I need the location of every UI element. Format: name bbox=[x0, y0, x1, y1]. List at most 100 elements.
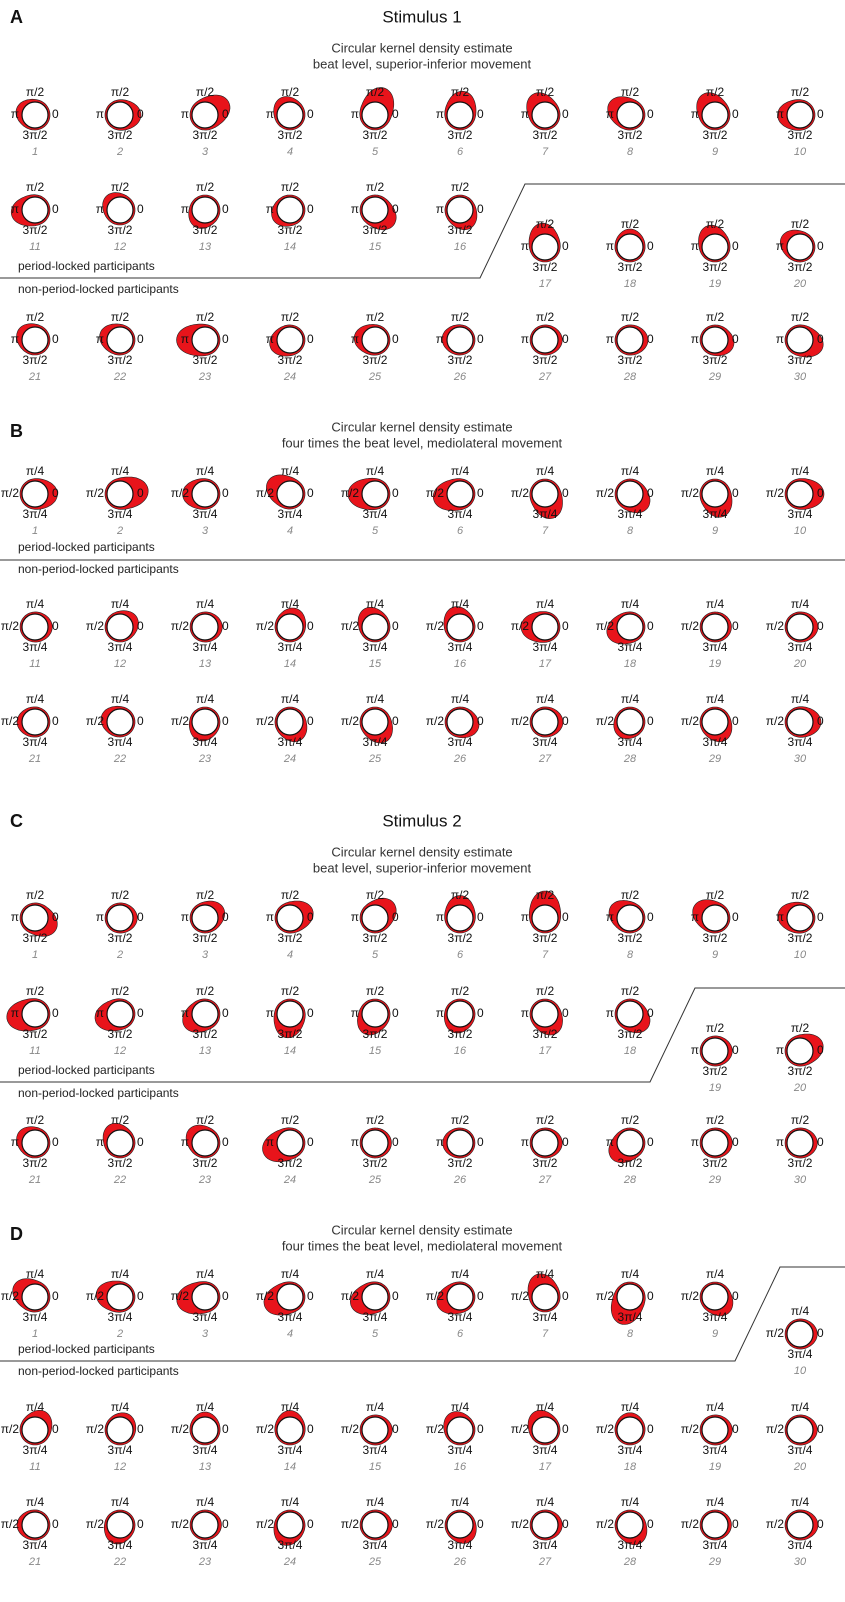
axis-label-bottom: 3π/4 bbox=[533, 507, 558, 521]
participant-number: 11 bbox=[29, 1461, 40, 1473]
unit-circle bbox=[531, 480, 559, 508]
axis-label-left: π/2 bbox=[596, 486, 615, 500]
unit-circle bbox=[191, 101, 219, 129]
participant-number: 22 bbox=[113, 1556, 126, 1568]
participant-number: 1 bbox=[32, 1328, 38, 1340]
axis-label-right: 0 bbox=[392, 332, 399, 346]
axis-label-top: π/2 bbox=[111, 180, 130, 194]
axis-label-top: π/4 bbox=[706, 692, 725, 706]
participant-number: 25 bbox=[368, 1174, 382, 1186]
axis-label-left: π bbox=[521, 910, 529, 924]
axis-label-bottom: 3π/4 bbox=[448, 507, 473, 521]
participant-number: 19 bbox=[709, 1082, 721, 1094]
unit-circle bbox=[446, 326, 474, 354]
axis-label-bottom: 3π/4 bbox=[278, 735, 303, 749]
participant-number: 10 bbox=[794, 146, 807, 158]
axis-label-bottom: 3π/4 bbox=[23, 735, 48, 749]
axis-label-bottom: 3π/4 bbox=[193, 1538, 218, 1552]
axis-label-top: π/2 bbox=[536, 888, 555, 902]
axis-label-left: π/2 bbox=[1, 1422, 20, 1436]
participant-number: 6 bbox=[457, 146, 464, 158]
unit-circle bbox=[276, 1000, 304, 1028]
axis-label-left: π/2 bbox=[1, 1289, 20, 1303]
unit-circle bbox=[191, 613, 219, 641]
axis-label-bottom: 3π/4 bbox=[448, 1538, 473, 1552]
unit-circle bbox=[191, 904, 219, 932]
participant-number: 23 bbox=[198, 1556, 212, 1568]
participant-number: 18 bbox=[624, 1461, 637, 1473]
unit-circle bbox=[701, 101, 729, 129]
participant-number: 24 bbox=[283, 1174, 296, 1186]
axis-label-bottom: 3π/2 bbox=[448, 353, 473, 367]
axis-label-bottom: 3π/4 bbox=[703, 1443, 728, 1457]
axis-label-left: π bbox=[691, 239, 699, 253]
axis-label-left: π bbox=[521, 332, 529, 346]
unit-circle bbox=[616, 613, 644, 641]
unit-circle bbox=[701, 326, 729, 354]
axis-label-top: π/4 bbox=[111, 1400, 130, 1414]
axis-label-right: 0 bbox=[222, 619, 229, 633]
axis-label-bottom: 3π/4 bbox=[703, 1310, 728, 1324]
axis-label-left: π bbox=[776, 107, 784, 121]
axis-label-left: π bbox=[436, 1006, 444, 1020]
participant-number: 8 bbox=[627, 949, 634, 961]
axis-label-top: π/4 bbox=[621, 1267, 640, 1281]
axis-label-right: 0 bbox=[137, 1422, 144, 1436]
axis-label-right: 0 bbox=[52, 1289, 59, 1303]
participant-number: 11 bbox=[29, 1045, 40, 1057]
axis-label-left: π/2 bbox=[341, 619, 360, 633]
axis-label-left: π/2 bbox=[426, 1289, 445, 1303]
axis-label-right: 0 bbox=[817, 486, 824, 500]
axis-label-bottom: 3π/2 bbox=[278, 223, 303, 237]
unit-circle bbox=[786, 233, 814, 261]
axis-label-bottom: 3π/2 bbox=[448, 128, 473, 142]
unit-circle bbox=[531, 233, 559, 261]
unit-circle bbox=[446, 1416, 474, 1444]
participant-number: 27 bbox=[538, 1556, 552, 1568]
axis-label-top: π/2 bbox=[26, 180, 45, 194]
axis-label-bottom: 3π/4 bbox=[108, 1443, 133, 1457]
axis-label-top: π/4 bbox=[26, 1267, 45, 1281]
group-separator bbox=[0, 183, 845, 279]
axis-label-top: π/2 bbox=[26, 1113, 45, 1127]
axis-label-left: π bbox=[521, 1135, 529, 1149]
axis-label-bottom: 3π/2 bbox=[193, 931, 218, 945]
participant-number: 20 bbox=[793, 1461, 807, 1473]
participant-number: 16 bbox=[454, 241, 467, 253]
participant-number: 15 bbox=[369, 1045, 382, 1057]
unit-circle bbox=[531, 1000, 559, 1028]
panel-letter: A bbox=[10, 7, 23, 27]
axis-label-right: 0 bbox=[562, 619, 569, 633]
axis-label-top: π/4 bbox=[536, 1495, 555, 1509]
participant-number: 4 bbox=[287, 1328, 293, 1340]
group-label: non-period-locked participants bbox=[18, 562, 179, 576]
participant-number: 17 bbox=[539, 1461, 552, 1473]
unit-circle bbox=[446, 196, 474, 224]
axis-label-right: 0 bbox=[52, 714, 59, 728]
axis-label-top: π/4 bbox=[791, 1400, 810, 1414]
participant-number: 18 bbox=[624, 1045, 637, 1057]
axis-label-right: 0 bbox=[477, 202, 484, 216]
axis-label-bottom: 3π/4 bbox=[788, 640, 813, 654]
axis-label-bottom: 3π/2 bbox=[788, 1156, 813, 1170]
participant-number: 7 bbox=[542, 949, 549, 961]
axis-label-bottom: 3π/4 bbox=[448, 735, 473, 749]
participant-number: 15 bbox=[369, 241, 382, 253]
axis-label-left: π/2 bbox=[511, 1289, 530, 1303]
axis-label-top: π/4 bbox=[791, 464, 810, 478]
panel-letter: B bbox=[10, 421, 23, 441]
axis-label-right: 0 bbox=[562, 910, 569, 924]
axis-label-top: π/2 bbox=[791, 1021, 810, 1035]
axis-label-top: π/2 bbox=[196, 1113, 215, 1127]
axis-label-left: π/2 bbox=[1, 486, 20, 500]
axis-label-top: π/4 bbox=[791, 1495, 810, 1509]
axis-label-right: 0 bbox=[477, 107, 484, 121]
axis-label-bottom: 3π/2 bbox=[618, 128, 643, 142]
axis-label-bottom: 3π/2 bbox=[533, 260, 558, 274]
axis-label-bottom: 3π/4 bbox=[533, 1310, 558, 1324]
unit-circle bbox=[446, 708, 474, 736]
participant-number: 16 bbox=[454, 1461, 467, 1473]
unit-circle bbox=[361, 1000, 389, 1028]
axis-label-bottom: 3π/4 bbox=[703, 1538, 728, 1552]
unit-circle bbox=[786, 1511, 814, 1539]
